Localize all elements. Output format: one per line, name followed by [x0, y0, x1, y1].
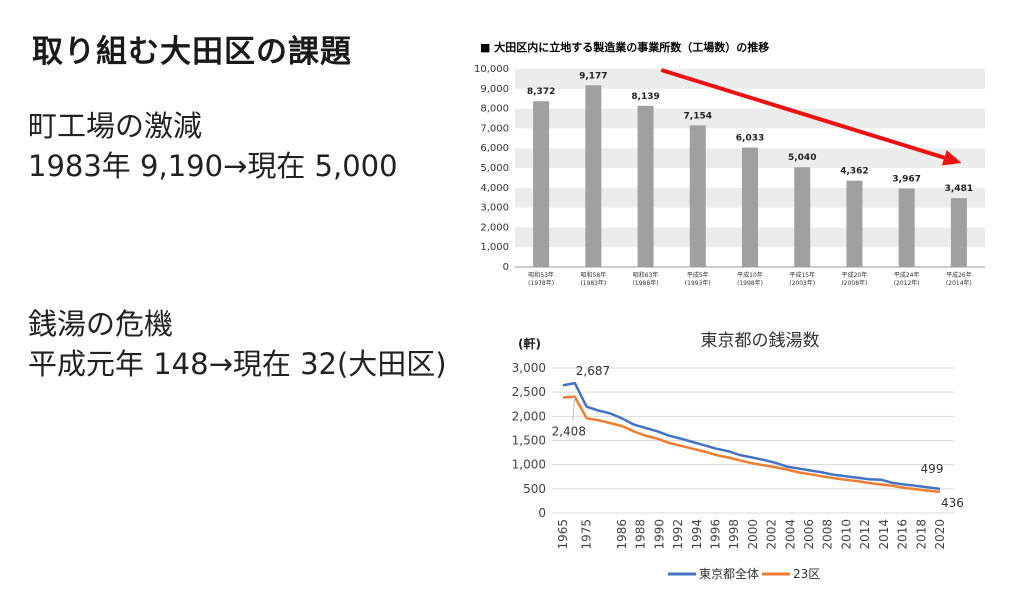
line-chart-title: 東京都の銭湯数	[701, 331, 820, 351]
bar-value-label: 7,154	[684, 111, 712, 121]
y-tick-label: 2,000	[480, 222, 509, 233]
x-category-label: 昭和58年	[581, 271, 607, 279]
x-tick-label: 1990	[652, 519, 666, 550]
sento-detail: 平成元年 148→現在 32(大田区)	[28, 347, 447, 381]
x-category-label: 平成5年	[687, 271, 709, 279]
sento-heading: 銭湯の危機	[28, 307, 174, 341]
x-tick-label: 1992	[671, 519, 685, 550]
x-category-label: 昭和63年	[633, 271, 659, 279]
x-category-label: 平成20年	[842, 271, 868, 279]
peak-label-23ku: 2,408	[552, 425, 586, 439]
bar	[846, 180, 863, 267]
y-tick-label: 0	[538, 506, 546, 520]
x-tick-label: 1986	[615, 519, 629, 550]
x-tick-label: 1994	[690, 519, 704, 550]
bar-value-label: 9,177	[579, 71, 607, 81]
y-tick-label: 7,000	[480, 123, 509, 134]
y-tick-label: 2,000	[512, 409, 546, 423]
y-tick-label: 4,000	[480, 183, 509, 194]
y-tick-label: 5,000	[480, 163, 509, 174]
bar	[533, 101, 550, 267]
sento-crisis-text: 銭湯の危機 平成元年 148→現在 32(大田区)	[28, 304, 447, 384]
grid-band	[515, 69, 985, 89]
x-category-label: 平成10年	[737, 271, 763, 279]
x-category-label: 昭和53年	[528, 271, 554, 279]
x-tick-label: 2012	[858, 519, 872, 550]
bar-value-label: 8,139	[631, 92, 659, 102]
legend-label-23ku: 23区	[793, 567, 820, 581]
x-tick-label: 2002	[765, 519, 779, 550]
slide-title: 取り組む大田区の課題	[32, 34, 352, 70]
x-tick-label: 2010	[839, 519, 853, 550]
x-category-year: (1998年)	[737, 279, 763, 287]
y-tick-label: 0	[503, 262, 509, 273]
x-tick-label: 1975	[580, 519, 594, 550]
bar-value-label: 3,967	[892, 174, 920, 184]
end-label-23ku: 436	[941, 496, 964, 510]
bar-value-label: 6,033	[736, 134, 764, 144]
peak-label-tokyo: 2,687	[576, 364, 610, 378]
y-tick-label: 500	[523, 482, 546, 496]
x-category-year: (2014年)	[946, 279, 972, 287]
bar	[742, 147, 758, 267]
trend-arrow-head	[941, 150, 962, 166]
x-category-year: (1978年)	[528, 279, 554, 287]
y-tick-label: 1,000	[480, 242, 509, 253]
x-tick-label: 2018	[914, 519, 928, 550]
y-tick-label: 6,000	[480, 143, 509, 154]
series-line-23ku	[562, 395, 941, 494]
factory-count-bar-chart: ■ 大田区内に立地する製造業の事業所数（工場数）の推移 0 1,000 2,000 3,…	[474, 40, 985, 287]
end-label-tokyo: 499	[921, 462, 944, 476]
bar	[637, 105, 654, 267]
y-tick-label: 3,000	[512, 361, 546, 375]
x-tick-label: 2006	[802, 519, 816, 550]
annotation-leader	[572, 396, 576, 421]
bar-value-label: 4,362	[840, 167, 868, 177]
x-tick-label: 2004	[783, 519, 797, 550]
trend-arrow-shaft	[660, 68, 945, 160]
y-unit-label: (軒)	[518, 336, 541, 351]
x-category-label: 平成15年	[789, 271, 815, 279]
bar-value-label: 3,481	[945, 184, 973, 194]
bar-value-label: 5,040	[788, 153, 816, 163]
x-tick-label: 1998	[727, 519, 741, 550]
bar-chart-title: ■ 大田区内に立地する製造業の事業所数（工場数）の推移	[480, 40, 769, 54]
x-tick-label: 2014	[877, 519, 891, 550]
x-category-year: (1988年)	[633, 279, 659, 287]
y-tick-label: 1,500	[512, 434, 546, 448]
factory-decline-text: 町工場の激減 1983年 9,190→現在 5,000	[28, 106, 398, 186]
bar	[585, 85, 602, 267]
x-tick-label: 1996	[708, 519, 722, 550]
factory-heading: 町工場の激減	[28, 109, 203, 143]
factory-detail: 1983年 9,190→現在 5,000	[28, 149, 398, 183]
x-tick-label: 2020	[933, 519, 947, 550]
bar	[898, 188, 915, 267]
x-category-label: 平成24年	[894, 271, 920, 279]
grid-band	[515, 108, 985, 129]
x-category-year: (2012年)	[894, 279, 920, 287]
series-line-tokyo	[562, 381, 941, 491]
y-tick-label: 10,000	[474, 64, 509, 75]
legend-label-tokyo: 東京都全体	[699, 566, 759, 581]
bar	[689, 125, 706, 267]
bar-value-label: 8,372	[527, 87, 555, 97]
x-tick-label: 1965	[556, 519, 570, 550]
bar	[794, 167, 811, 267]
bar	[950, 198, 967, 267]
x-category-year: (2008年)	[841, 279, 867, 287]
x-category-year: (1993年)	[685, 279, 711, 287]
sento-count-line-chart: 東京都の銭湯数 (軒) 0 500 1,000 1,500 2,000 2,500 3,000 1…	[512, 331, 964, 581]
x-tick-label: 1988	[634, 519, 648, 550]
x-tick-label: 2008	[821, 519, 835, 550]
x-category-label: 平成26年	[946, 271, 972, 279]
y-tick-label: 1,000	[512, 458, 546, 472]
x-tick-label: 2000	[746, 519, 760, 550]
y-tick-label: 2,500	[512, 385, 546, 399]
x-category-year: (2003年)	[789, 279, 815, 287]
y-tick-label: 9,000	[480, 84, 509, 95]
x-tick-label: 2016	[896, 519, 910, 550]
y-tick-label: 8,000	[480, 104, 509, 115]
x-category-year: (1983年)	[580, 279, 606, 287]
y-tick-label: 3,000	[480, 203, 509, 214]
